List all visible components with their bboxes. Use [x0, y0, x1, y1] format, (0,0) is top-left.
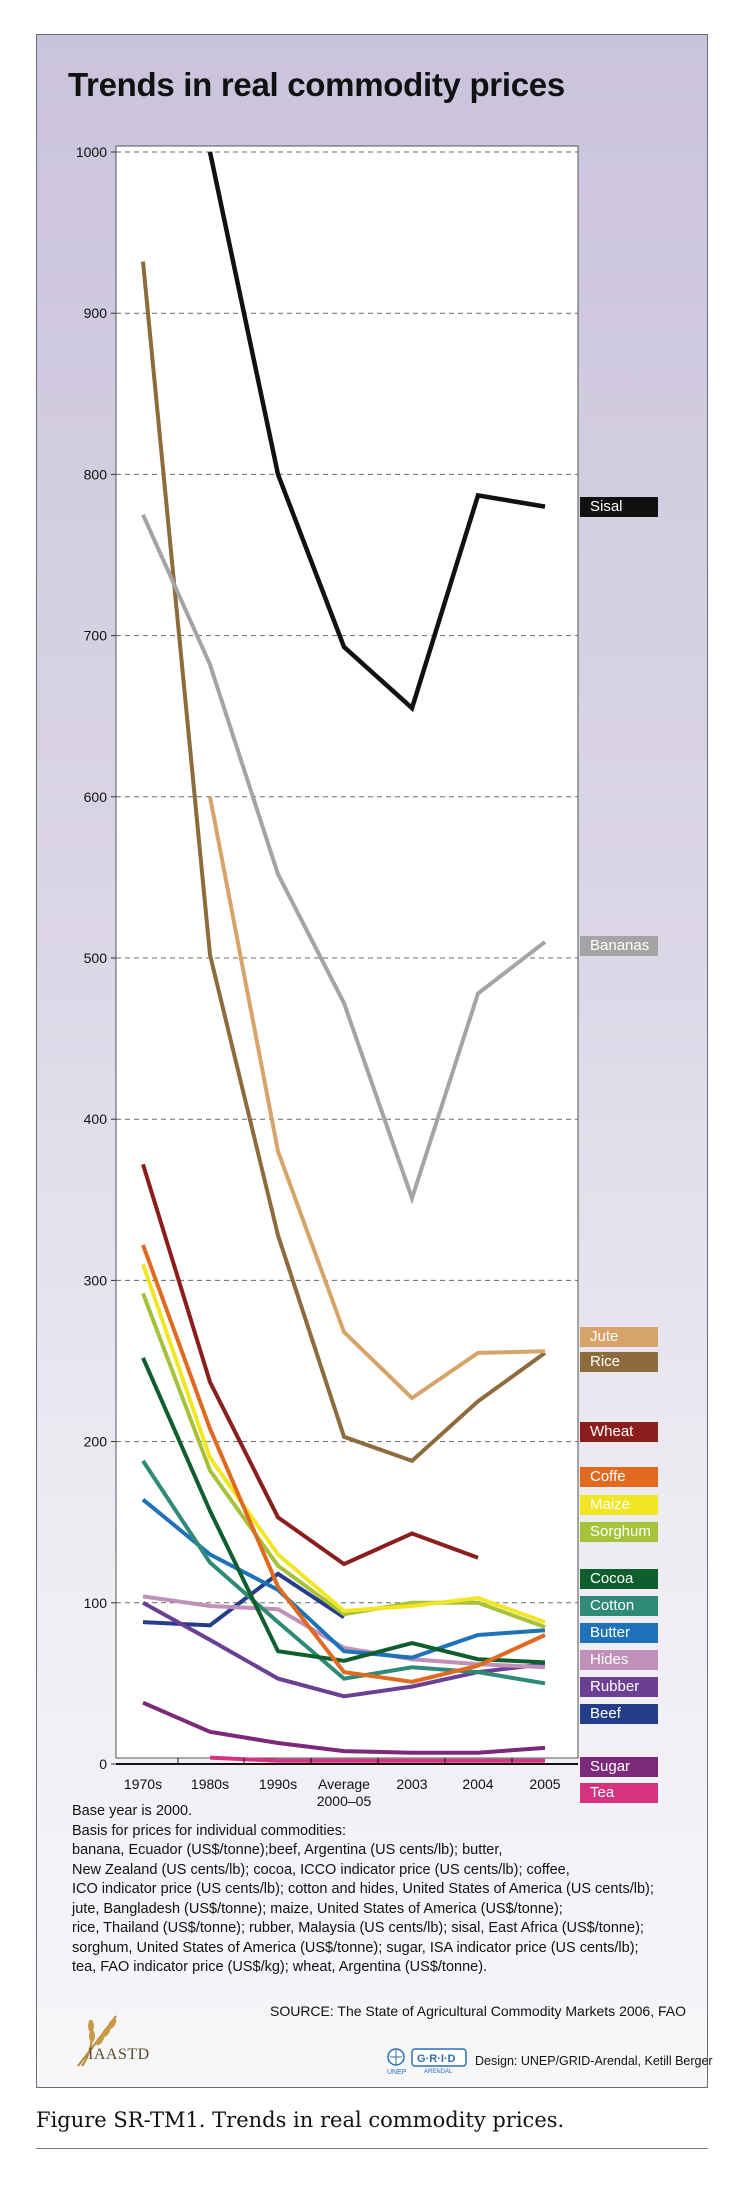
chart-title: Trends in real commodity prices — [68, 66, 565, 103]
legend-item-tea: Tea — [580, 1783, 658, 1803]
legend-item-rice: Rice — [580, 1352, 658, 1372]
y-tick-label: 600 — [84, 789, 108, 805]
legend-item-bananas: Bananas — [580, 936, 658, 956]
grid-label: G·R·I·D — [417, 2053, 456, 2065]
y-tick-label: 400 — [84, 1111, 108, 1127]
legend-item-sorghum: Sorghum — [580, 1522, 658, 1542]
y-tick-label: 900 — [84, 305, 108, 321]
basis-line: tea, FAO indicator price (US$/kg); wheat… — [72, 1959, 488, 1975]
legend-item-beef: Beef — [580, 1704, 658, 1724]
basis-heading: Basis for prices for individual commodit… — [72, 1822, 346, 1839]
series-line-butter — [141, 1498, 546, 1660]
legend-item-rubber: Rubber — [580, 1677, 658, 1697]
x-tick-label: 1980s — [191, 1776, 229, 1792]
y-tick-label: 100 — [84, 1595, 108, 1611]
basis-line: banana, Ecuador (US$/tonne);beef, Argent… — [72, 1842, 503, 1858]
y-tick-label: 1000 — [76, 144, 107, 160]
series-line-cotton — [141, 1459, 546, 1686]
series-line-sisal — [207, 151, 546, 713]
basis-line: New Zealand (US cents/lb); cocoa, ICCO i… — [72, 1861, 570, 1878]
series-line-sugar — [142, 1700, 546, 1755]
unep-grid-logo: UNEP G·R·I·D ARENDAL — [387, 2048, 467, 2076]
legend-item-sisal: Sisal — [580, 497, 658, 517]
series-line-cocoa — [141, 1356, 546, 1665]
legend-item-jute: Jute — [580, 1327, 658, 1347]
series-line-maize — [141, 1263, 546, 1624]
y-tick-label: 700 — [84, 628, 108, 644]
y-tick-label: 200 — [84, 1434, 108, 1450]
legend-item-maize: Maize — [580, 1495, 658, 1515]
iaastd-wheat-logo — [77, 2015, 117, 2067]
series-line-sorghum — [141, 1292, 546, 1629]
x-tick-label: 1990s — [259, 1776, 297, 1792]
x-tick-label: 2005 — [529, 1776, 560, 1792]
y-tick-label: 800 — [84, 466, 108, 482]
series-line-beef — [142, 1571, 346, 1628]
y-tick-label: 300 — [84, 1272, 108, 1288]
basis-line: ICO indicator price (US cents/lb); cotto… — [72, 1881, 654, 1897]
series-line-rice — [141, 261, 547, 1464]
unep-label: UNEP — [387, 2069, 407, 2076]
notes: Base year is 2000. Basis for prices for … — [72, 1802, 692, 1978]
figure-caption: Figure SR-TM1. Trends in real commodity … — [36, 2108, 565, 2132]
legend-item-cocoa: Cocoa — [580, 1569, 658, 1589]
legend-item-wheat: Wheat — [580, 1422, 658, 1442]
legend-item-cotton: Cotton — [580, 1596, 658, 1616]
caption-divider — [36, 2148, 708, 2149]
x-tick-label: 1970s — [124, 1776, 162, 1792]
series-line-bananas — [141, 513, 547, 1205]
y-tick-label: 500 — [84, 950, 108, 966]
iaastd-logo-text: IAASTD — [88, 2046, 150, 2063]
basis-line: rice, Thailand (US$/tonne); rubber, Mala… — [72, 1920, 644, 1936]
x-tick-label: 2003 — [396, 1776, 427, 1792]
arendal-label: ARENDAL — [424, 2069, 453, 2075]
basis-line: jute, Bangladesh (US$/tonne); maize, Uni… — [72, 1900, 563, 1917]
legend-item-butter: Butter — [580, 1623, 658, 1643]
series-line-wheat — [141, 1163, 479, 1567]
x-tick-label: 2004 — [462, 1776, 493, 1792]
legend-item-sugar: Sugar — [580, 1757, 658, 1777]
base-year-note: Base year is 2000. — [72, 1803, 193, 1819]
legend-item-hides: Hides — [580, 1650, 658, 1670]
y-tick-label: 0 — [99, 1756, 107, 1772]
series-lines — [141, 151, 547, 1763]
legend-item-coffe: Coffe — [580, 1467, 658, 1487]
plot-area — [115, 145, 579, 1759]
axes: 0 100 200 300 400 500 600 700 800 900 1000 1970s 198… — [76, 144, 578, 1809]
source-note: SOURCE: The State of Agricultural Commod… — [269, 2003, 686, 2019]
basis-line: sorghum, United States of America (US$/t… — [72, 1939, 639, 1956]
series-line-coffe — [141, 1244, 546, 1684]
x-tick-label: Average 2000–05 — [317, 1776, 372, 1809]
series-line-jute — [208, 796, 546, 1401]
design-credit: Design: UNEP/GRID-Arendal, Ketill Berger — [475, 2054, 713, 2068]
